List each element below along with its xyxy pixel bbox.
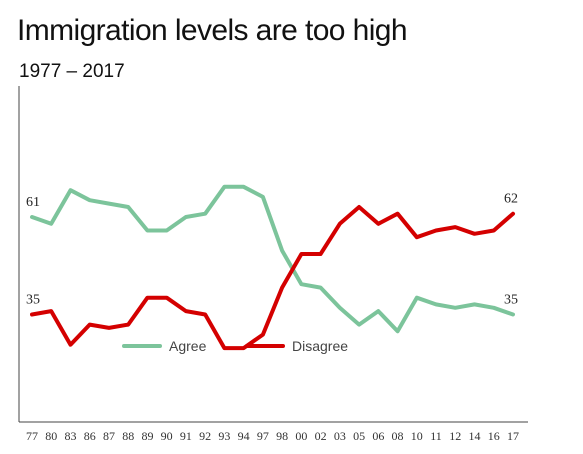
data-point-agree	[165, 228, 169, 232]
chart-title: Immigration levels are too high	[17, 14, 408, 47]
data-point-agree	[88, 198, 92, 202]
x-tick-label: 10	[411, 429, 423, 443]
data-point-disagree	[492, 228, 496, 232]
data-point-agree	[492, 306, 496, 310]
x-tick-label: 03	[334, 429, 346, 443]
x-tick-label: 00	[295, 429, 307, 443]
data-point-disagree	[68, 343, 72, 347]
data-point-disagree	[511, 212, 515, 216]
x-tick-label: 80	[45, 429, 57, 443]
data-point-disagree	[338, 222, 342, 226]
x-tick-label: 98	[276, 429, 288, 443]
x-tick-label: 05	[353, 429, 365, 443]
data-point-agree	[434, 302, 438, 306]
data-point-agree	[299, 282, 303, 286]
data-label-end-disagree: 62	[504, 192, 518, 207]
x-tick-label: 88	[122, 429, 134, 443]
x-tick-label: 91	[180, 429, 192, 443]
legend-label-agree: Agree	[169, 338, 207, 354]
data-point-disagree	[49, 309, 53, 313]
x-tick-label: 06	[372, 429, 384, 443]
data-point-disagree	[261, 333, 265, 337]
data-point-agree	[107, 202, 111, 206]
data-point-disagree	[299, 252, 303, 256]
data-point-disagree	[145, 296, 149, 300]
data-point-agree	[511, 312, 515, 316]
x-tick-label: 77	[26, 429, 38, 443]
data-point-agree	[396, 329, 400, 333]
x-tick-label: 93	[218, 429, 230, 443]
data-point-disagree	[453, 225, 457, 229]
data-point-disagree	[415, 235, 419, 239]
series-line-disagree	[30, 205, 515, 351]
data-point-disagree	[396, 212, 400, 216]
data-point-disagree	[222, 346, 226, 350]
data-point-agree	[376, 309, 380, 313]
x-tick-label: 90	[161, 429, 173, 443]
x-tick-label: 16	[488, 429, 500, 443]
data-point-agree	[453, 306, 457, 310]
x-tick-label: 94	[238, 429, 250, 443]
data-point-disagree	[242, 346, 246, 350]
data-point-agree	[30, 215, 34, 219]
data-point-disagree	[280, 286, 284, 290]
x-tick-label: 92	[199, 429, 211, 443]
data-point-disagree	[165, 296, 169, 300]
data-point-agree	[319, 286, 323, 290]
data-point-disagree	[107, 326, 111, 330]
data-point-agree	[415, 296, 419, 300]
x-tick-label: 83	[64, 429, 76, 443]
data-point-agree	[280, 249, 284, 253]
x-tick-label: 11	[430, 429, 442, 443]
chart-subtitle: 1977 – 2017	[19, 61, 125, 82]
data-point-disagree	[126, 323, 130, 327]
x-tick-label: 02	[315, 429, 327, 443]
x-tick-label: 08	[392, 429, 404, 443]
x-tick-label: 89	[141, 429, 153, 443]
data-point-disagree	[473, 232, 477, 236]
data-point-agree	[357, 323, 361, 327]
data-point-disagree	[88, 323, 92, 327]
data-point-agree	[126, 205, 130, 209]
x-tick-label: 87	[103, 429, 115, 443]
data-point-disagree	[184, 309, 188, 313]
data-point-agree	[222, 185, 226, 189]
x-tick-label: 17	[507, 429, 519, 443]
data-point-agree	[203, 212, 207, 216]
data-point-agree	[49, 222, 53, 226]
data-point-disagree	[376, 222, 380, 226]
data-point-agree	[473, 302, 477, 306]
x-tick-label: 12	[449, 429, 461, 443]
data-label-start-disagree: 35	[26, 292, 40, 307]
data-point-agree	[68, 188, 72, 192]
data-point-disagree	[357, 205, 361, 209]
x-tick-label: 97	[257, 429, 269, 443]
data-point-disagree	[319, 252, 323, 256]
data-point-agree	[261, 195, 265, 199]
x-tick-label: 86	[84, 429, 96, 443]
data-point-disagree	[434, 228, 438, 232]
data-point-agree	[338, 306, 342, 310]
data-point-agree	[242, 185, 246, 189]
legend-label-disagree: Disagree	[292, 338, 348, 354]
data-point-disagree	[203, 312, 207, 316]
data-point-agree	[145, 228, 149, 232]
data-label-end-agree: 35	[504, 292, 518, 307]
data-label-start-agree: 61	[26, 195, 40, 210]
data-point-agree	[184, 215, 188, 219]
x-tick-label: 14	[469, 429, 481, 443]
series-line-agree	[30, 184, 515, 334]
data-point-disagree	[30, 312, 34, 316]
